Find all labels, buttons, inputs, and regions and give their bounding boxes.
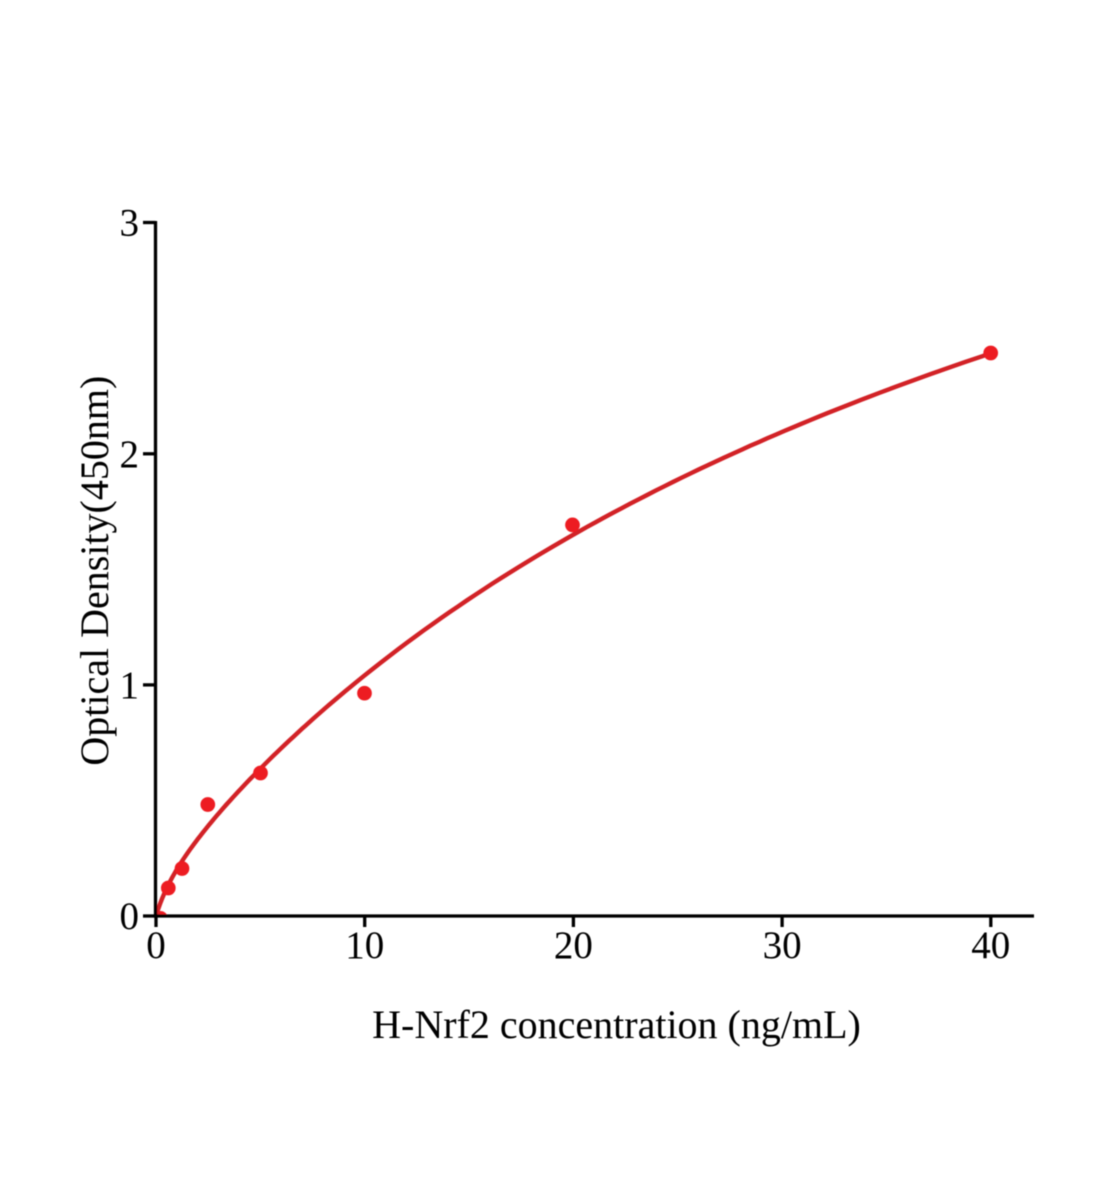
svg-text:0: 0	[120, 895, 140, 938]
svg-text:30: 30	[763, 924, 802, 967]
svg-text:20: 20	[554, 924, 593, 967]
svg-text:Optical Density(450nm): Optical Density(450nm)	[72, 376, 117, 766]
svg-text:40: 40	[971, 924, 1010, 967]
svg-text:0: 0	[146, 924, 166, 967]
svg-text:10: 10	[345, 924, 384, 967]
svg-text:H-Nrf2 concentration (ng/mL): H-Nrf2 concentration (ng/mL)	[372, 1002, 861, 1047]
svg-text:2: 2	[120, 433, 140, 476]
svg-text:3: 3	[120, 202, 140, 245]
svg-text:1: 1	[120, 664, 140, 707]
